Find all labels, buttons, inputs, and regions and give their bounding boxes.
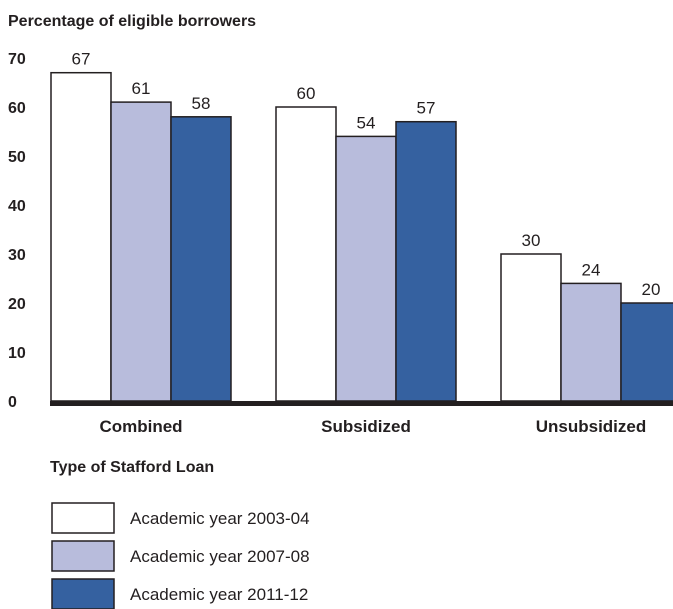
data-label: 20: [642, 280, 661, 299]
x-axis-label: Type of Stafford Loan: [50, 459, 214, 476]
data-label: 57: [417, 99, 436, 118]
bar: [620, 302, 673, 402]
y-tick-label: 50: [8, 149, 26, 166]
y-tick-label: 60: [8, 100, 26, 117]
legend-label: Academic year 2011-12: [130, 585, 308, 604]
bar: [335, 135, 397, 402]
data-label: 61: [132, 79, 151, 98]
y-tick-label: 30: [8, 247, 26, 264]
bar: [275, 106, 337, 402]
category-label: Combined: [99, 417, 182, 436]
data-label: 60: [297, 84, 316, 103]
bar: [170, 116, 232, 402]
value-labels: 67 60 30 61 54 24 58 57 20: [72, 50, 661, 299]
data-label: 30: [522, 231, 541, 250]
y-tick-label: 0: [8, 394, 17, 411]
y-tick-labels: 0 10 20 30 40 50 60 70: [8, 51, 26, 411]
bar: [395, 120, 457, 402]
category-label: Subsidized: [321, 417, 411, 436]
y-tick-label: 10: [8, 345, 26, 362]
bar: [560, 282, 622, 402]
data-label: 54: [357, 113, 376, 132]
y-tick-label: 70: [8, 51, 26, 68]
legend-swatch: [51, 540, 115, 572]
bars: [50, 71, 673, 402]
legend-swatch: [51, 578, 115, 609]
y-tick-label: 20: [8, 296, 26, 313]
x-axis-line: [50, 401, 673, 406]
data-label: 58: [192, 94, 211, 113]
bar: [50, 71, 112, 402]
legend-swatch: [51, 502, 115, 534]
bar: [110, 101, 172, 402]
data-label: 67: [72, 50, 91, 69]
category-labels: Combined Subsidized Unsubsidized: [99, 417, 646, 436]
legend: Academic year 2003-04 Academic year 2007-…: [51, 502, 310, 609]
legend-label: Academic year 2003-04: [130, 509, 310, 528]
y-tick-label: 40: [8, 198, 26, 215]
category-label: Unsubsidized: [536, 417, 647, 436]
legend-label: Academic year 2007-08: [130, 547, 310, 566]
y-axis-label: Percentage of eligible borrowers: [8, 13, 256, 30]
bar: [500, 253, 562, 402]
data-label: 24: [582, 260, 601, 279]
